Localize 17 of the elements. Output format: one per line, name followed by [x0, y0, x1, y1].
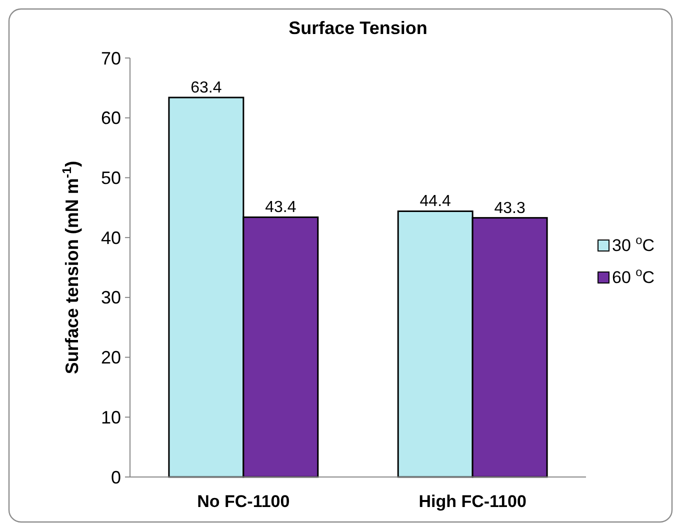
y-tick-label: 40	[100, 228, 121, 248]
y-tick-label: 0	[110, 467, 121, 488]
x-tick-label: High FC-1100	[418, 492, 526, 511]
y-tick-label: 20	[100, 348, 121, 368]
data-label: 44.4	[420, 193, 452, 210]
legend-label: 60 $^{o}$C	[612, 265, 655, 287]
y-tick-label: 60	[100, 108, 121, 128]
chart-title: Surface Tension	[288, 18, 428, 38]
y-tick-label: 30	[100, 288, 121, 308]
y-tick-label: 70	[100, 48, 121, 68]
data-label: 63.4	[190, 80, 222, 97]
y-tick-label: 50	[100, 168, 121, 188]
data-label: 43.4	[265, 199, 296, 216]
data-label: 43.3	[494, 200, 526, 217]
y-tick-label: 10	[100, 407, 121, 428]
legend-label: 30 $^{o}$C	[612, 233, 655, 255]
x-tick-label: No FC-1100	[197, 492, 290, 511]
